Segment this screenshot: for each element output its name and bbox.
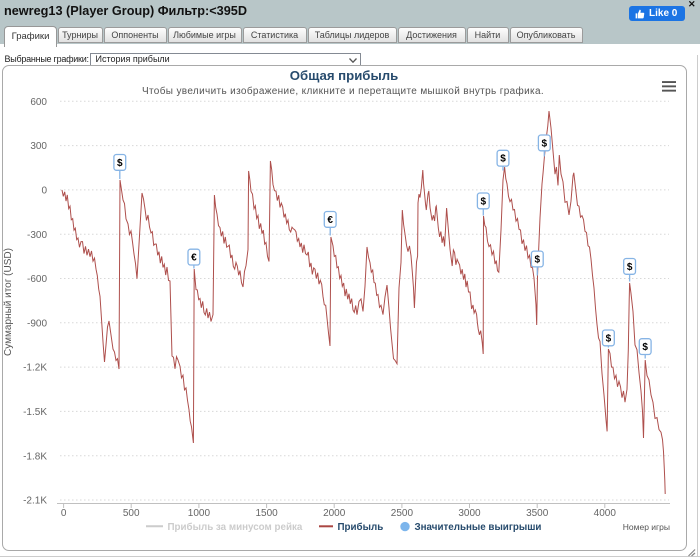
svg-text:Номер игры: Номер игры xyxy=(623,522,670,532)
svg-text:300: 300 xyxy=(30,141,47,152)
svg-text:-300: -300 xyxy=(27,230,47,241)
svg-text:$: $ xyxy=(481,196,487,207)
svg-text:$: $ xyxy=(606,333,612,344)
svg-text:0: 0 xyxy=(41,186,47,197)
svg-text:Прибыль за минусом рейка: Прибыль за минусом рейка xyxy=(168,522,303,533)
svg-text:-900: -900 xyxy=(27,318,47,329)
svg-text:2500: 2500 xyxy=(391,508,414,519)
svg-text:1500: 1500 xyxy=(255,508,278,519)
svg-text:Значительные выигрыши: Значительные выигрыши xyxy=(415,522,542,533)
svg-text:$: $ xyxy=(642,342,648,353)
svg-text:Общая прибыль: Общая прибыль xyxy=(290,68,398,83)
svg-text:$: $ xyxy=(117,158,123,169)
svg-text:$: $ xyxy=(500,154,506,165)
svg-text:2000: 2000 xyxy=(323,508,346,519)
svg-text:$: $ xyxy=(627,262,633,273)
svg-text:500: 500 xyxy=(123,508,140,519)
svg-text:1000: 1000 xyxy=(188,508,211,519)
svg-text:-1.5K: -1.5K xyxy=(23,407,47,418)
svg-text:$: $ xyxy=(542,138,548,149)
svg-text:-1.2K: -1.2K xyxy=(23,363,47,374)
svg-text:3000: 3000 xyxy=(458,508,481,519)
svg-text:$: $ xyxy=(535,254,541,265)
svg-text:4000: 4000 xyxy=(594,508,617,519)
svg-text:Суммарный итог (USD): Суммарный итог (USD) xyxy=(3,248,14,356)
svg-text:-1.8K: -1.8K xyxy=(23,451,47,462)
svg-text:3500: 3500 xyxy=(526,508,549,519)
svg-text:Чтобы увеличить изображение, к: Чтобы увеличить изображение, кликните и … xyxy=(142,85,544,97)
svg-text:600: 600 xyxy=(30,97,47,108)
svg-text:-2.1K: -2.1K xyxy=(23,496,47,507)
svg-text:-600: -600 xyxy=(27,274,47,285)
svg-text:€: € xyxy=(191,253,197,264)
svg-text:Прибыль: Прибыль xyxy=(338,522,384,533)
svg-text:€: € xyxy=(327,215,333,226)
svg-text:0: 0 xyxy=(61,508,67,519)
